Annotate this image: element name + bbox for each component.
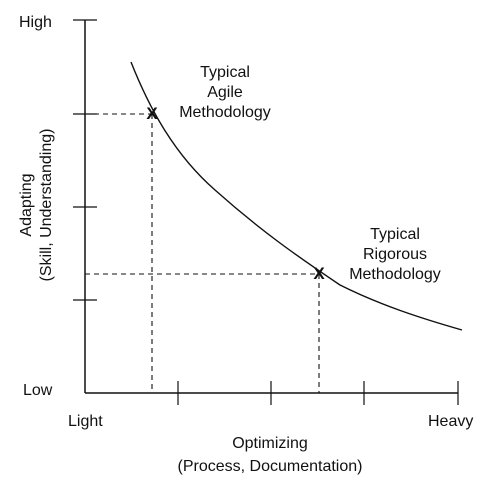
agile-label-line1: Typical (200, 64, 250, 81)
agile-marker: X (146, 104, 158, 123)
x-axis-title: Optimizing (232, 435, 308, 452)
x-heavy-label: Heavy (428, 413, 473, 430)
rigorous-label-line1: Typical (370, 226, 420, 243)
rigorous-label-line2: Rigorous (363, 246, 427, 263)
y-high-label: High (19, 14, 52, 31)
tradeoff-curve (130, 61, 463, 331)
rigorous-marker: X (313, 264, 325, 283)
agile-label-line3: Methodology (179, 104, 271, 121)
rigorous-label-line3: Methodology (349, 266, 441, 283)
x-light-label: Light (68, 413, 103, 430)
y-axis-subtitle: (Skill, Understanding) (38, 129, 55, 282)
y-axis-title: Adapting (18, 173, 35, 236)
agile-label-line2: Agile (207, 84, 243, 101)
y-low-label: Low (23, 382, 53, 399)
x-axis-subtitle: (Process, Documentation) (178, 458, 363, 475)
